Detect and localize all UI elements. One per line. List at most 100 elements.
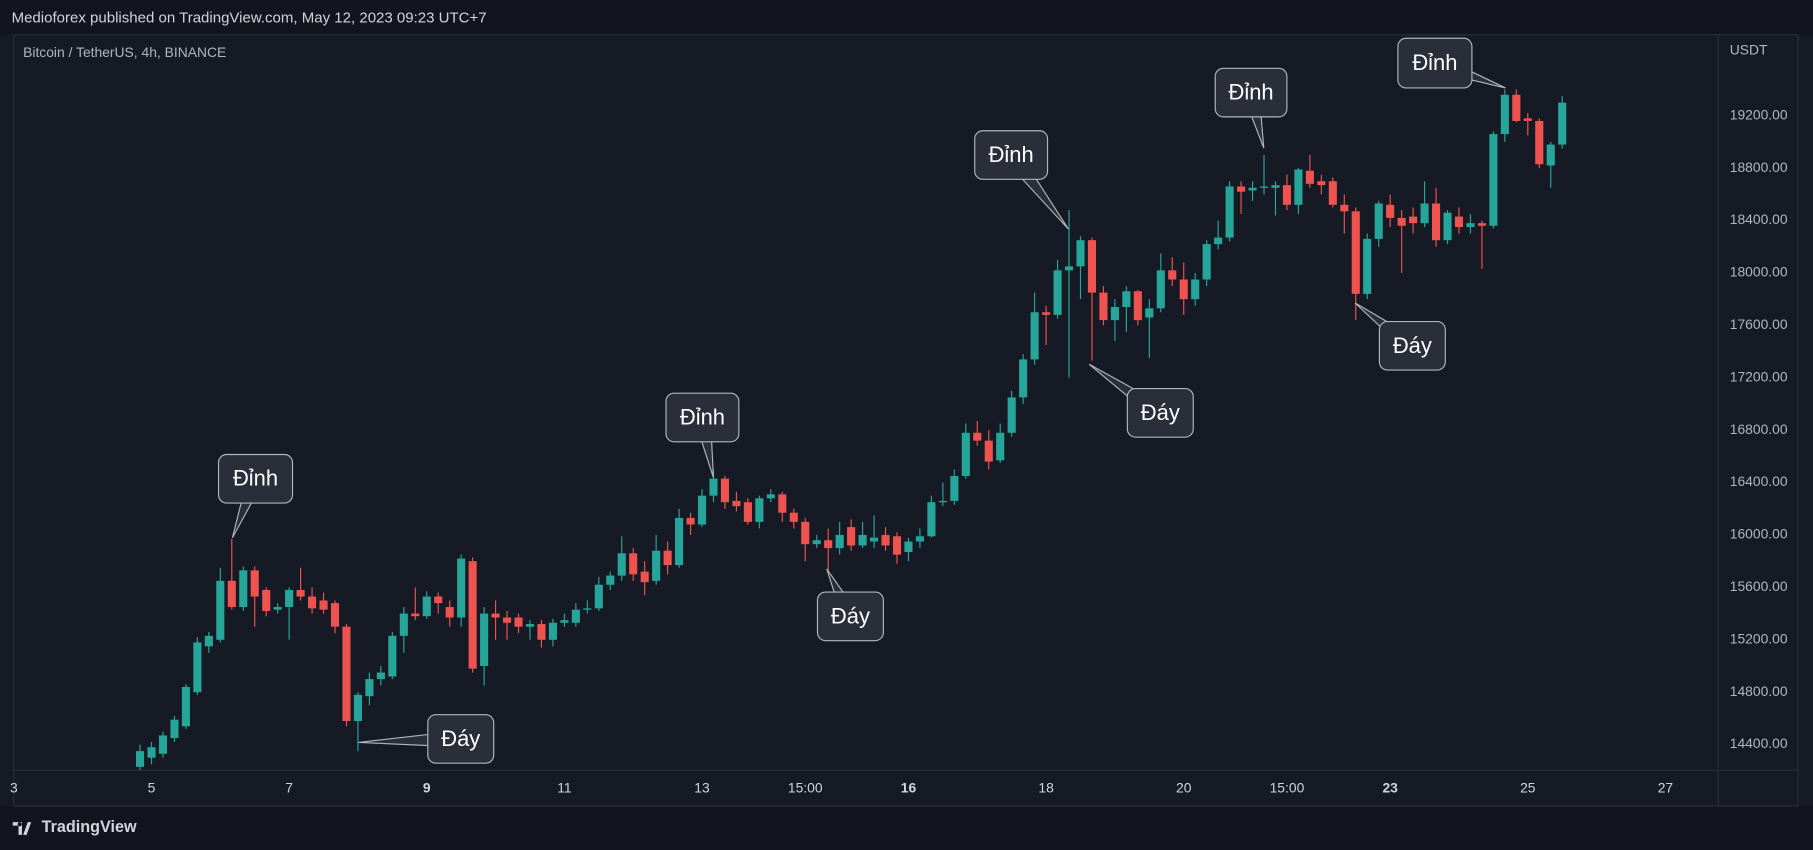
y-tick-label: 14400.00 xyxy=(1730,735,1788,751)
footer-bar xyxy=(0,805,1813,850)
y-tick-label: 18800.00 xyxy=(1730,159,1788,175)
candle-body xyxy=(216,580,225,640)
candle-body xyxy=(652,550,661,581)
candle-body xyxy=(1305,170,1314,184)
candle-body xyxy=(1214,237,1223,245)
candle-body xyxy=(285,589,294,608)
candle-body xyxy=(950,476,959,501)
candle-body xyxy=(1351,211,1360,294)
tradingview-logo xyxy=(12,822,32,835)
callout-label: Đỉnh xyxy=(1412,50,1457,75)
y-tick-label: 16800.00 xyxy=(1730,421,1788,437)
candle-body xyxy=(720,478,730,503)
candle-body xyxy=(904,541,913,553)
candle-body xyxy=(996,432,1005,461)
candle-body xyxy=(525,624,535,627)
candle-body xyxy=(915,536,924,542)
candle-body xyxy=(1064,266,1074,271)
callout-label: Đáy xyxy=(1393,333,1432,358)
candle-body xyxy=(181,686,190,727)
candle-body xyxy=(755,498,764,522)
y-tick-label: 14800.00 xyxy=(1730,683,1788,699)
callout: Đỉnh xyxy=(217,453,294,539)
header-bar xyxy=(0,0,1813,35)
candle-body xyxy=(675,517,684,566)
callout: Đáy xyxy=(816,568,884,642)
candle-body xyxy=(789,512,798,522)
candle-body xyxy=(870,537,879,542)
candle-body xyxy=(663,550,672,566)
candle-body xyxy=(434,596,443,604)
candle-body xyxy=(342,626,351,722)
currency-label: USDT xyxy=(1730,42,1768,58)
candle-body xyxy=(1535,120,1544,165)
candle-body xyxy=(1374,203,1383,239)
x-tick-label: 13 xyxy=(694,779,710,795)
candle-body xyxy=(376,672,385,680)
y-tick-label: 15200.00 xyxy=(1730,630,1788,646)
candle-body xyxy=(193,642,202,693)
candle-body xyxy=(1546,144,1555,166)
candle-body xyxy=(1512,94,1521,121)
candle-body xyxy=(1523,118,1532,121)
candle-body xyxy=(835,534,844,549)
callout: Đỉnh xyxy=(1397,37,1506,89)
callout-box xyxy=(665,392,740,443)
candle-body xyxy=(468,561,477,669)
y-tick-label: 16400.00 xyxy=(1730,473,1788,489)
candle-body xyxy=(388,635,397,677)
candle-body xyxy=(1397,217,1406,226)
x-tick-label: 7 xyxy=(285,779,293,795)
callout: Đỉnh xyxy=(1214,67,1288,149)
candle-body xyxy=(973,432,982,441)
candle-body xyxy=(1087,240,1097,293)
candle-body xyxy=(1202,244,1211,280)
callout: Đáy xyxy=(1088,363,1194,438)
symbol-info: Bitcoin / TetherUS, 4h, BINANCE xyxy=(23,44,226,60)
candle-body xyxy=(1042,312,1051,315)
candle-body xyxy=(1443,212,1452,241)
candle-body xyxy=(1145,308,1154,318)
candle-body xyxy=(1432,203,1441,241)
candle-body xyxy=(1454,216,1464,228)
candle-body xyxy=(457,558,466,618)
callout: Đỉnh xyxy=(665,392,740,478)
candle-body xyxy=(1409,216,1418,224)
y-tick-label: 16000.00 xyxy=(1730,526,1788,542)
candle-body xyxy=(147,747,156,758)
candle-body xyxy=(778,494,787,513)
candle-body xyxy=(571,609,580,623)
y-tick-label: 17200.00 xyxy=(1730,368,1788,384)
x-tick-label: 16 xyxy=(901,779,917,795)
x-tick-label: 25 xyxy=(1520,779,1536,795)
candle-body xyxy=(1076,240,1085,267)
candle-body xyxy=(961,432,970,477)
publish-info: Medioforex published on TradingView.com,… xyxy=(12,10,487,27)
candle-body xyxy=(824,540,833,549)
candle-body xyxy=(594,584,603,609)
candle-body xyxy=(1558,102,1567,145)
callout-label: Đỉnh xyxy=(233,466,278,491)
candle-body xyxy=(548,622,557,640)
candle-body xyxy=(537,624,546,640)
candle-body xyxy=(239,570,248,608)
candle-body xyxy=(1019,359,1028,398)
candle-body xyxy=(1282,185,1291,205)
candle-body xyxy=(1168,270,1177,280)
candle-body xyxy=(1007,397,1016,433)
plot-area xyxy=(135,89,1567,771)
candle-body xyxy=(892,536,902,555)
candle-body xyxy=(1340,204,1349,212)
callout-label: Đỉnh xyxy=(989,142,1034,167)
callout: Đáy xyxy=(358,714,495,764)
callout-box xyxy=(427,714,495,764)
candle-body xyxy=(881,534,890,546)
candle-body xyxy=(1363,238,1372,294)
candle-body xyxy=(640,571,649,583)
callout-label: Đáy xyxy=(441,726,480,751)
x-tick-label: 11 xyxy=(557,779,572,795)
y-tick-label: 18000.00 xyxy=(1730,264,1788,280)
candle-body xyxy=(1225,186,1234,238)
callout-box xyxy=(1397,37,1473,89)
